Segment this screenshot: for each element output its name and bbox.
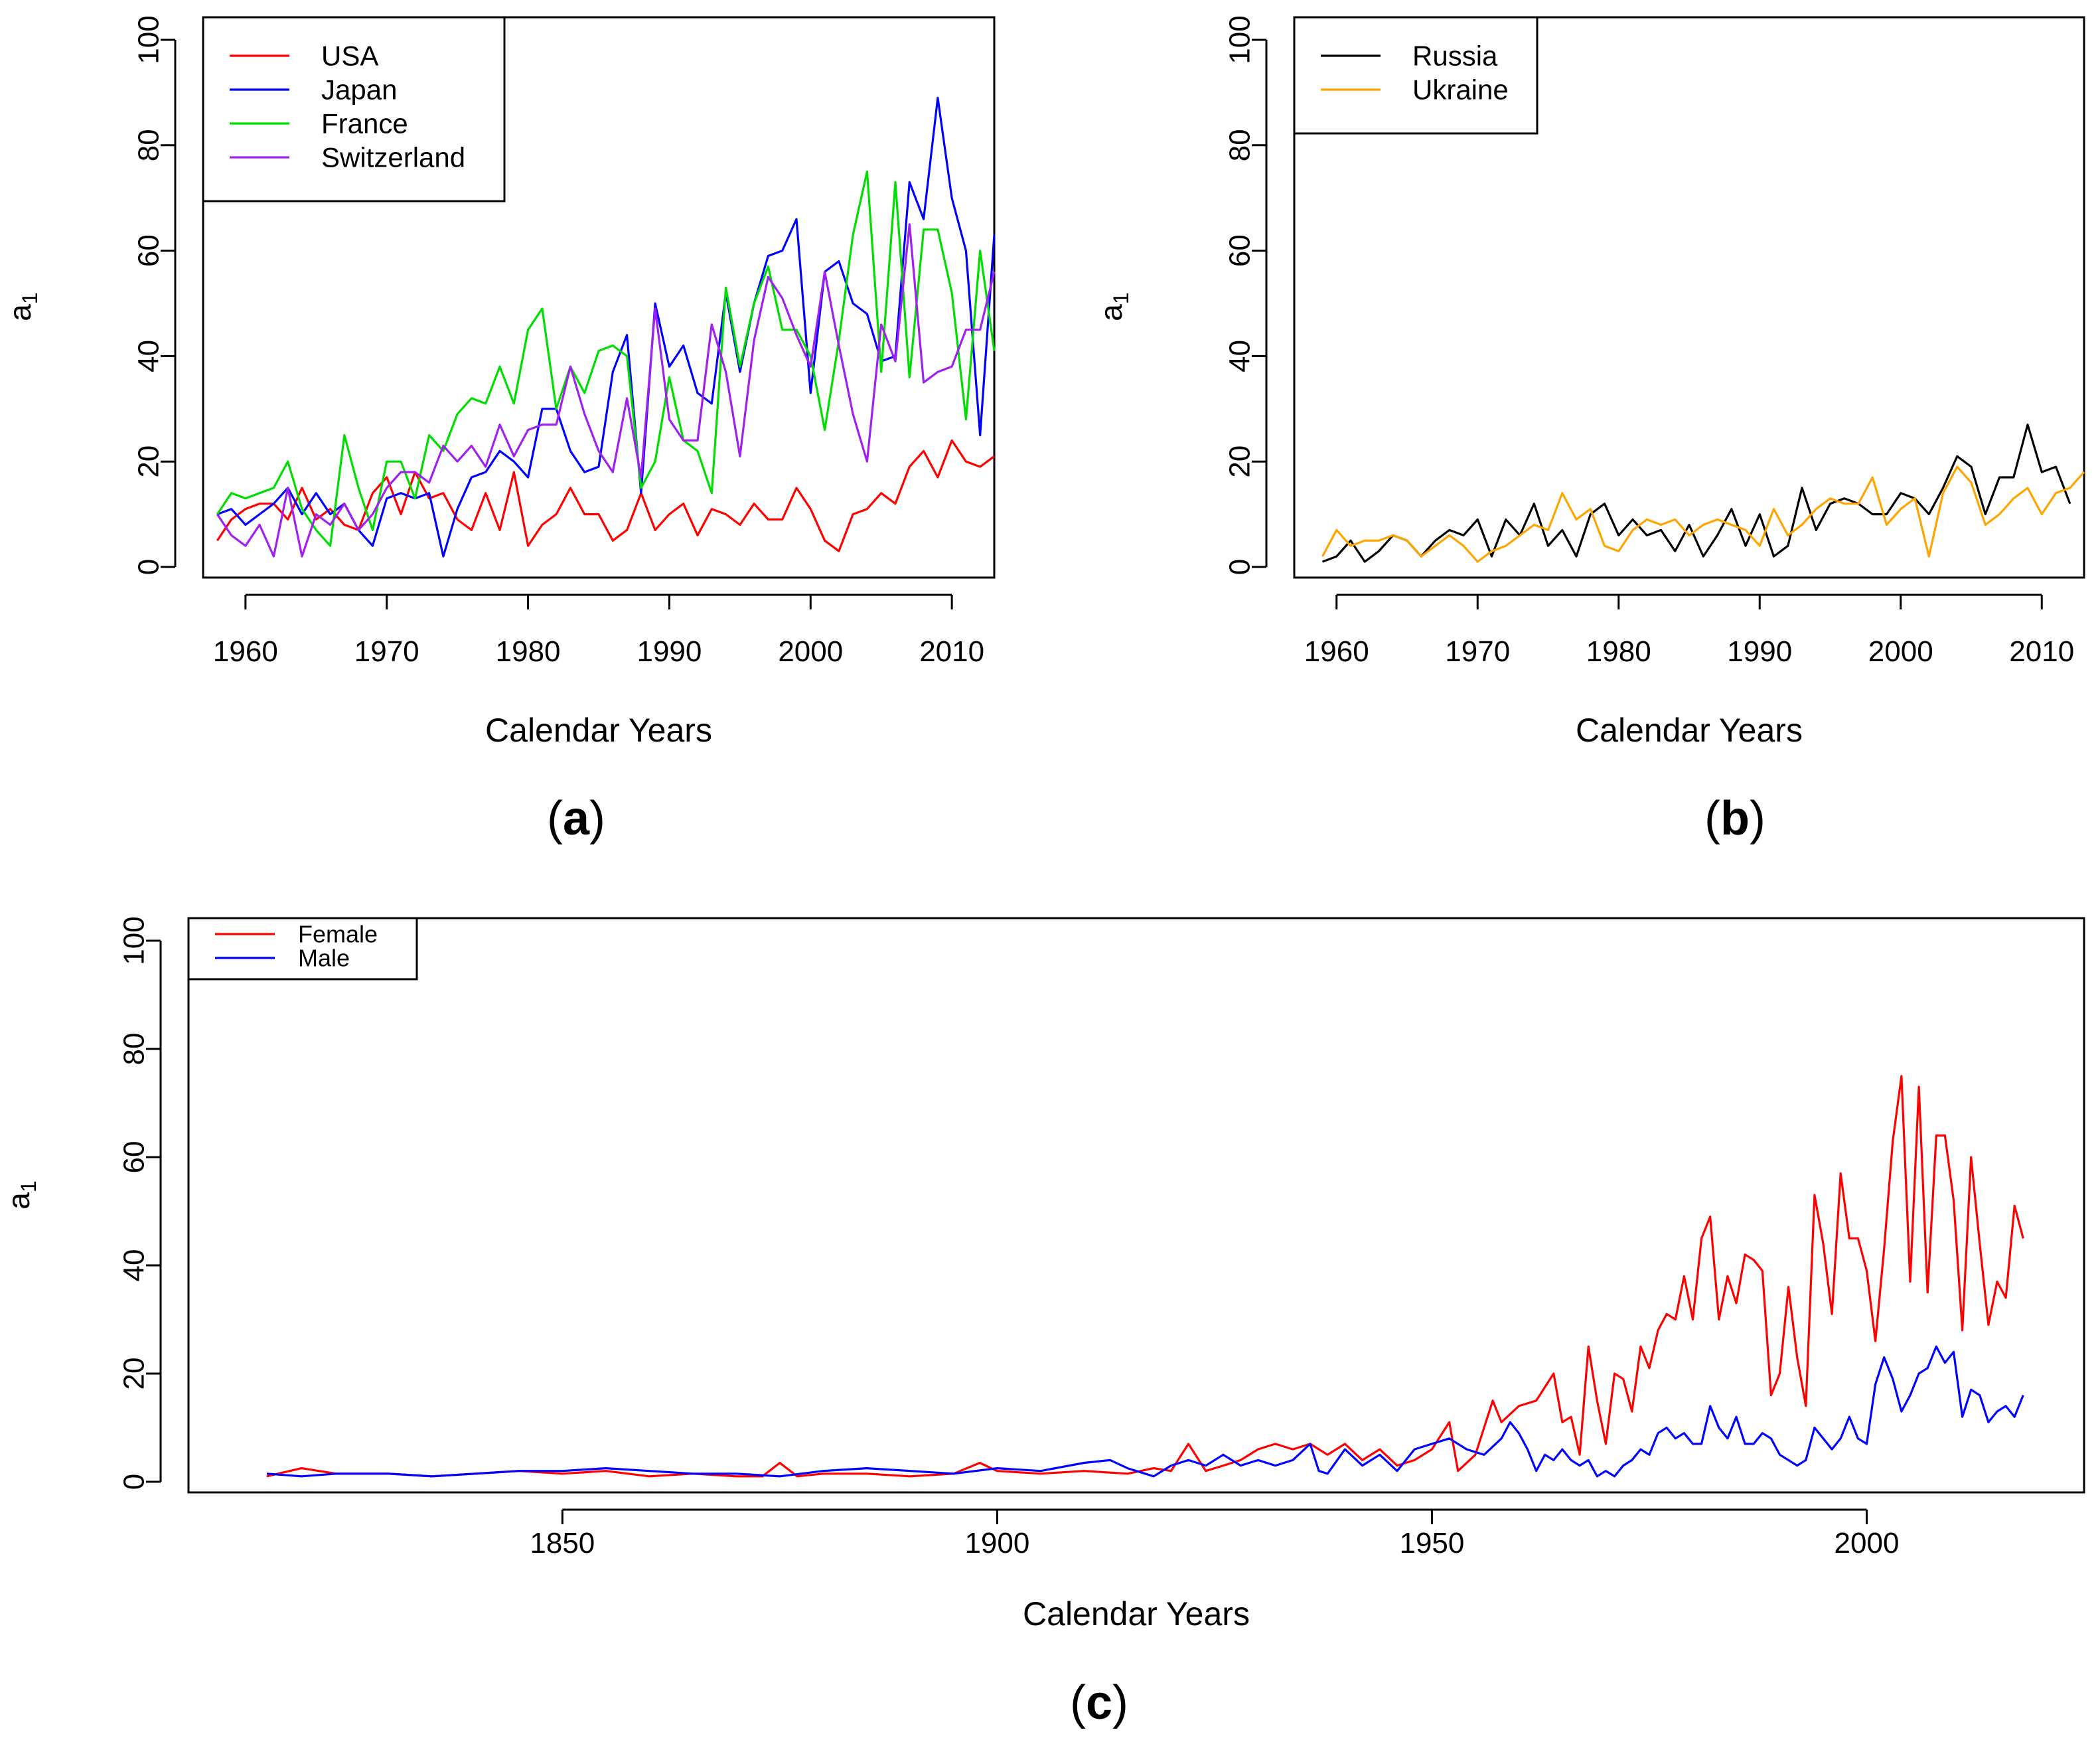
caption-c: (c) bbox=[1070, 1676, 1128, 1729]
x-tick-label: 2010 bbox=[2009, 635, 2074, 668]
y-axis-label-main: a bbox=[3, 304, 37, 321]
y-tick-label: 20 bbox=[118, 1358, 151, 1390]
caption-letter: b bbox=[1720, 792, 1750, 845]
x-tick-label: 1970 bbox=[1445, 635, 1510, 668]
series-line-ukraine bbox=[1321, 465, 2085, 563]
y-tick-label: 80 bbox=[1224, 129, 1256, 161]
y-axis-label: a1 bbox=[1, 1180, 40, 1209]
chart-c: 0 20 40 60 80 100 1850 1900 1950 2000 Calendar Yea… bbox=[1, 916, 2085, 1729]
legend-item: Female bbox=[215, 921, 378, 948]
chart-b: 0 20 40 60 80 100 1960 1970 1980 1990 2000 2010 Cale… bbox=[1094, 15, 2085, 845]
x-axis-label: Calendar Years bbox=[485, 712, 712, 749]
x-tick-label: 1990 bbox=[637, 635, 702, 668]
legend-item: Ukraine bbox=[1321, 74, 1509, 106]
plot-frame bbox=[1293, 16, 2085, 579]
legend-item: USA bbox=[230, 40, 378, 72]
legend-label: Russia bbox=[1412, 40, 1498, 72]
x-axis-label: Calendar Years bbox=[1576, 712, 1803, 749]
y-axis-label: a1 bbox=[3, 292, 42, 321]
legend-box bbox=[187, 917, 418, 981]
series-line-usa bbox=[216, 439, 995, 552]
caption-letter: a bbox=[563, 792, 590, 845]
legend-box bbox=[1293, 16, 1538, 135]
caption-b: (b) bbox=[1704, 792, 1765, 845]
x-tick-label: 1980 bbox=[1586, 635, 1651, 668]
x-tick-label: 1980 bbox=[496, 635, 561, 668]
series-line-switzerland bbox=[216, 223, 996, 558]
y-tick-label: 100 bbox=[133, 15, 165, 64]
x-tick-label: 1960 bbox=[213, 635, 278, 668]
y-tick-label: 60 bbox=[133, 234, 165, 267]
legend-box bbox=[202, 16, 506, 202]
legend-item: France bbox=[230, 108, 408, 139]
legend-item: Male bbox=[215, 945, 350, 972]
y-tick-label: 40 bbox=[133, 340, 165, 372]
x-tick-label: 1850 bbox=[530, 1527, 595, 1559]
x-tick-label: 1900 bbox=[964, 1527, 1029, 1559]
legend-item: Switzerland bbox=[230, 142, 465, 173]
y-axis-label-subscript: 1 bbox=[1109, 292, 1133, 304]
series-line-female bbox=[266, 1075, 2024, 1478]
y-axis-label-main: a bbox=[1, 1192, 36, 1210]
x-tick-label: 1950 bbox=[1399, 1527, 1464, 1559]
y-tick-label: 0 bbox=[1224, 559, 1256, 575]
chart-a: 0 20 40 60 80 100 1960 1970 1980 1990 2000 2010 Cale… bbox=[3, 15, 996, 845]
legend-label: Ukraine bbox=[1412, 74, 1509, 106]
x-tick-label: 1990 bbox=[1727, 635, 1792, 668]
y-tick-label: 80 bbox=[118, 1033, 151, 1066]
y-tick-label: 80 bbox=[133, 129, 165, 161]
x-tick-label: 2010 bbox=[919, 635, 984, 668]
y-tick-label: 60 bbox=[1224, 234, 1256, 267]
y-tick-label: 40 bbox=[118, 1249, 151, 1282]
y-axis-label-main: a bbox=[1094, 304, 1128, 321]
y-tick-label: 60 bbox=[118, 1141, 151, 1174]
x-tick-label: 2000 bbox=[1868, 635, 1933, 668]
x-tick-label: 1970 bbox=[354, 635, 419, 668]
y-tick-label: 100 bbox=[118, 916, 151, 965]
legend-item: Russia bbox=[1321, 40, 1498, 72]
series-line-male bbox=[266, 1345, 2024, 1478]
y-axis-label: a1 bbox=[1094, 292, 1133, 321]
y-axis-label-subscript: 1 bbox=[18, 292, 42, 304]
caption-letter: c bbox=[1086, 1676, 1112, 1729]
x-tick-label: 2000 bbox=[1835, 1527, 1900, 1559]
legend-label: Japan bbox=[321, 74, 397, 106]
y-tick-label: 100 bbox=[1224, 15, 1256, 64]
plot-frame bbox=[187, 917, 2085, 1494]
legend-label: Male bbox=[298, 945, 350, 972]
legend-label: Female bbox=[298, 921, 378, 948]
legend-label: France bbox=[321, 108, 408, 139]
legend-item: Japan bbox=[230, 74, 397, 106]
caption-a: (a) bbox=[547, 792, 605, 845]
y-tick-label: 20 bbox=[1224, 445, 1256, 478]
legend-label: USA bbox=[321, 40, 378, 72]
y-axis-label-subscript: 1 bbox=[17, 1180, 40, 1192]
x-axis-label: Calendar Years bbox=[1023, 1595, 1250, 1632]
series-line-france bbox=[216, 170, 996, 547]
y-tick-label: 40 bbox=[1224, 340, 1256, 372]
x-tick-label: 1960 bbox=[1304, 635, 1369, 668]
y-tick-label: 0 bbox=[133, 559, 165, 575]
legend-label: Switzerland bbox=[321, 142, 465, 173]
x-tick-label: 2000 bbox=[778, 635, 843, 668]
plot-frame bbox=[202, 16, 996, 579]
y-tick-label: 20 bbox=[133, 445, 165, 478]
y-tick-label: 0 bbox=[118, 1474, 151, 1490]
series-line-russia bbox=[1321, 424, 2071, 563]
